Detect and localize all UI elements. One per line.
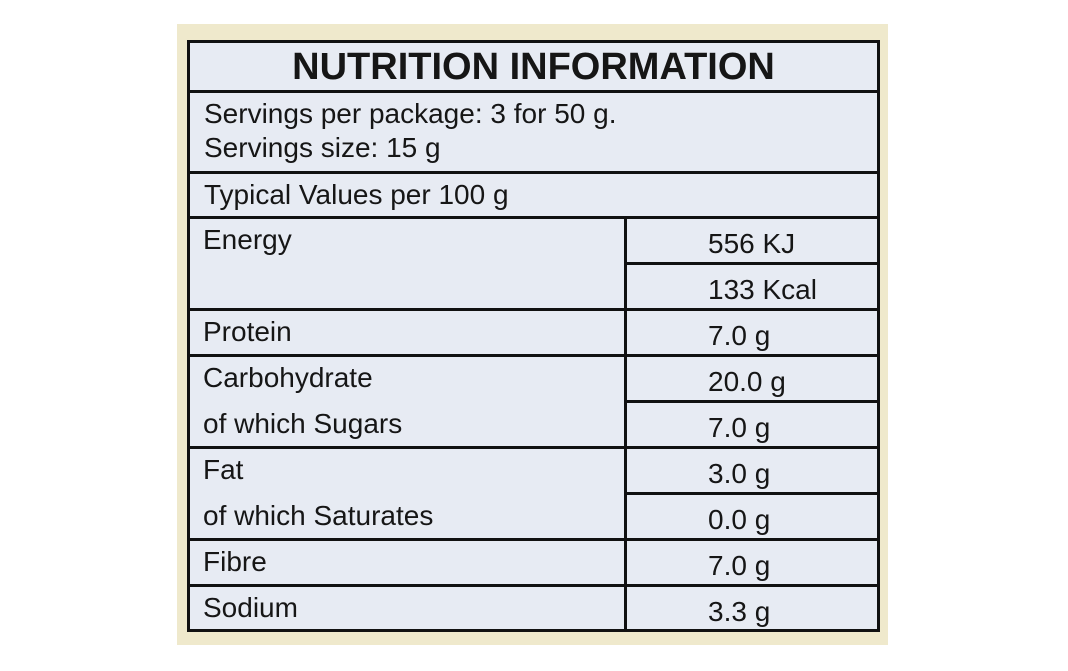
column-divider [624,216,627,632]
serving-size: Servings size: 15 g [204,132,441,163]
divider [187,90,880,93]
row-value: 20.0 g [708,366,786,397]
divider [187,171,880,174]
row-divider [187,584,880,587]
row-label: Protein [203,316,292,347]
sub-divider [624,492,880,495]
row-label: Fat [203,454,244,485]
row-value: 3.3 g [708,596,771,627]
table-caption: Typical Values per 100 g [204,179,509,210]
divider [187,216,880,219]
row-value: 133 Kcal [708,274,817,305]
row-label: of which Sugars [203,408,403,439]
servings-per-package: Servings per package: 3 for 50 g. [204,98,617,129]
title: NUTRITION INFORMATION [292,46,775,88]
row-divider [187,538,880,541]
sub-divider [624,262,880,265]
row-value: 7.0 g [708,320,771,351]
row-value: 0.0 g [708,504,771,535]
row-divider [187,446,880,449]
row-value: 556 KJ [708,228,796,259]
row-label: Sodium [203,592,298,623]
nutrition-box [187,40,880,632]
sub-divider [624,400,880,403]
row-label: Energy [203,224,292,255]
row-label: Carbohydrate [203,362,373,393]
row-value: 7.0 g [708,550,771,581]
row-label: Fibre [203,546,267,577]
row-label: of which Saturates [203,500,434,531]
row-value: 3.0 g [708,458,771,489]
row-divider [187,354,880,357]
row-value: 7.0 g [708,412,771,443]
row-divider [187,308,880,311]
